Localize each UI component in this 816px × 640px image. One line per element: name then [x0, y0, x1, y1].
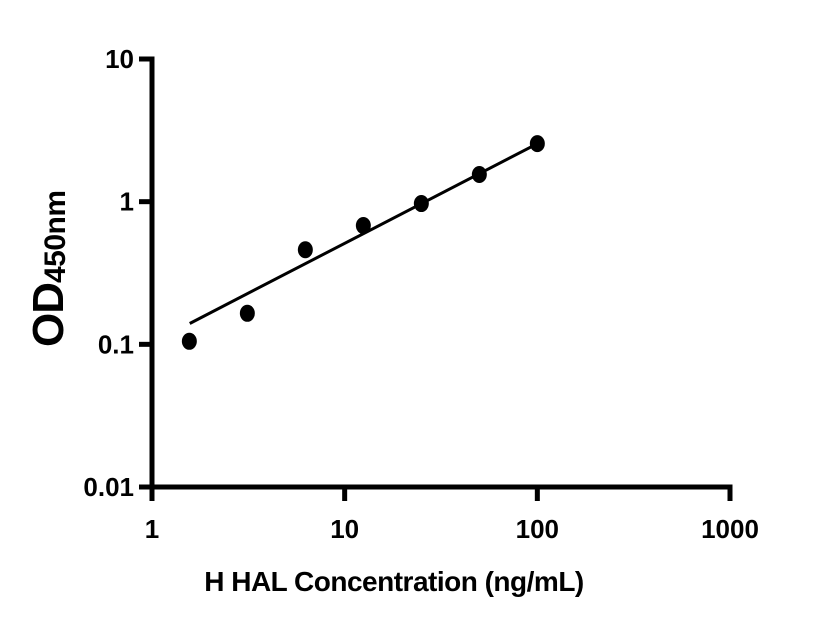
x-tick-label: 100 [516, 514, 559, 544]
trend-line [189, 142, 539, 325]
y-tick-label: 0.01 [83, 472, 134, 502]
x-tick-label: 1 [145, 514, 159, 544]
y-axis-title-main: OD [24, 283, 73, 347]
y-tick-label: 1 [120, 187, 134, 217]
x-tick-label: 1000 [701, 514, 759, 544]
y-tick-label: 0.1 [98, 329, 134, 359]
y-axis-title: OD450nm [24, 190, 73, 347]
y-axis-title-subscript: 450nm [39, 190, 72, 283]
data-point [355, 217, 371, 235]
data-point [297, 241, 313, 259]
plot-generated-content: 1 10 100 1000 0.01 0.1 1 10 [83, 44, 759, 544]
data-point [239, 304, 255, 322]
y-tick-label: 10 [105, 44, 134, 74]
x-axis-title: H HAL Concentration (ng/mL) [204, 566, 584, 597]
x-tick-label: 10 [330, 514, 359, 544]
data-point [181, 332, 197, 350]
